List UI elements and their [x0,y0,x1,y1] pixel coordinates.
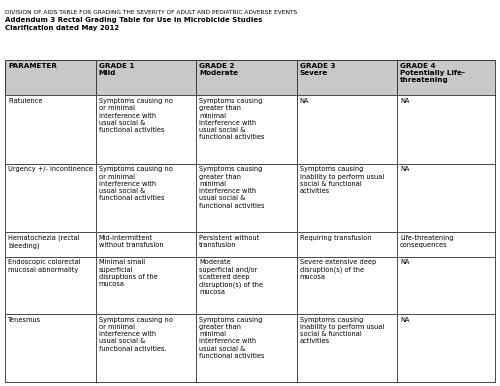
Text: NA: NA [400,317,409,323]
Text: PARAMETER: PARAMETER [8,63,57,69]
Text: Symptoms causing no
or minimal
interference with
usual social &
functional activ: Symptoms causing no or minimal interfere… [98,98,172,133]
Text: GRADE 1
Mild: GRADE 1 Mild [98,63,134,76]
Text: Symptoms causing
greater than
minimal
interference with
usual social &
functiona: Symptoms causing greater than minimal in… [199,98,264,141]
Text: Requiring transfusion: Requiring transfusion [300,235,371,240]
Text: NA: NA [400,166,409,173]
Text: Symptoms causing
inability to perform usual
social & functional
activities: Symptoms causing inability to perform us… [300,166,384,194]
Text: Clarification dated May 2012: Clarification dated May 2012 [5,25,119,32]
Text: Minimal small
superficial
disruptions of the
mucosa: Minimal small superficial disruptions of… [98,259,158,287]
Text: Life-threatening
consequences: Life-threatening consequences [400,235,454,248]
Text: Symptoms causing
greater than
minimal
interference with
usual social &
functiona: Symptoms causing greater than minimal in… [199,166,264,208]
Text: Addendum 3 Rectal Grading Table for Use in Microbicide Studies: Addendum 3 Rectal Grading Table for Use … [5,17,262,24]
Text: Mid-intermittent
without transfusion: Mid-intermittent without transfusion [98,235,164,248]
Text: Symptoms causing no
or minimal
interference with
usual social &
functional activ: Symptoms causing no or minimal interfere… [98,166,172,201]
Text: NA: NA [400,259,409,265]
Text: GRADE 2
Moderate: GRADE 2 Moderate [199,63,238,76]
Text: Symptoms causing
greater than
minimal
interference with
usual social &
functiona: Symptoms causing greater than minimal in… [199,317,264,359]
Text: Hematochezia (rectal
bleeding): Hematochezia (rectal bleeding) [8,235,80,249]
Text: NA: NA [300,98,309,104]
Text: Persistent without
transfusion: Persistent without transfusion [199,235,260,248]
Text: GRADE 4
Potentially Life-
threatening: GRADE 4 Potentially Life- threatening [400,63,465,83]
Text: Symptoms causing
inability to perform usual
social & functional
activities: Symptoms causing inability to perform us… [300,317,384,344]
Text: Symptoms causing no
or minimal
interference with
usual social &
functional activ: Symptoms causing no or minimal interfere… [98,317,172,352]
Text: Severe extensive deep
disruption(s) of the
mucosa: Severe extensive deep disruption(s) of t… [300,259,376,280]
Text: NA: NA [400,98,409,104]
Text: DIVISION OF AIDS TABLE FOR GRADING THE SEVERITY OF ADULT AND PEDIATRIC ADVERSE E: DIVISION OF AIDS TABLE FOR GRADING THE S… [5,10,297,15]
Text: Tenesmus: Tenesmus [8,317,41,323]
Text: GRADE 3
Severe: GRADE 3 Severe [300,63,335,76]
Text: Moderate
superficial and/or
scattered deep
disruption(s) of the
mucosa: Moderate superficial and/or scattered de… [199,259,263,295]
Text: Urgency +/- Incontinence: Urgency +/- Incontinence [8,166,93,173]
Text: Endoscopic colorectal
mucosal abnormality: Endoscopic colorectal mucosal abnormalit… [8,259,81,273]
Text: Flatulence: Flatulence [8,98,42,104]
